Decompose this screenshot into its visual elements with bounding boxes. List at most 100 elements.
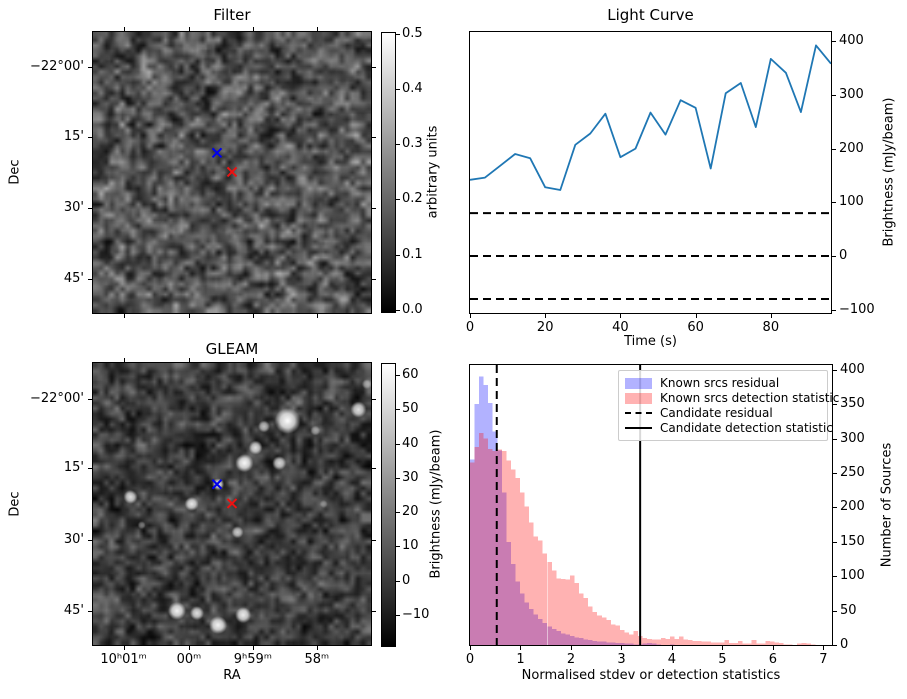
legend-item-candidate-detection: Candidate detection statistic bbox=[625, 421, 833, 435]
gleam-x-tick-label: 00ᵐ bbox=[176, 652, 202, 667]
colorbar-tick-label: 0 bbox=[402, 572, 411, 588]
gleam-xlabel: RA bbox=[223, 668, 241, 683]
filter-title: Filter bbox=[213, 6, 251, 24]
gleam-colorbar bbox=[381, 363, 396, 647]
legend-item-known-srcs-residual: Known srcs residual bbox=[625, 376, 821, 390]
light-curve-axes bbox=[469, 31, 832, 314]
dec-tick-label: 45' bbox=[63, 602, 84, 618]
tick-mark bbox=[88, 208, 92, 210]
tick-mark bbox=[833, 645, 837, 646]
hist-y-tick-label: 50 bbox=[840, 602, 857, 618]
gleam-ylabel: Dec bbox=[7, 491, 23, 517]
lc-x-tick-label: 20 bbox=[536, 320, 554, 335]
tick-mark bbox=[252, 27, 254, 31]
tick-mark bbox=[88, 398, 92, 400]
tick-mark bbox=[396, 443, 400, 445]
colorbar-tick-label: 60 bbox=[402, 366, 419, 382]
histogram-xlabel: Normalised stdev or detection statistics bbox=[521, 668, 781, 683]
tick-mark bbox=[88, 137, 92, 139]
gleam-x-tick-label: 58ᵐ bbox=[304, 652, 330, 667]
tick-mark bbox=[832, 41, 836, 43]
lc-x-tick-label: 0 bbox=[465, 320, 475, 335]
tick-mark bbox=[316, 646, 318, 650]
tick-mark bbox=[188, 358, 190, 362]
tick-mark bbox=[372, 208, 376, 210]
hist-x-tick-label: 4 bbox=[667, 652, 677, 667]
legend-label: Known srcs detection statistic bbox=[660, 391, 840, 405]
dec-tick-label: −22°00' bbox=[29, 390, 84, 406]
tick-mark bbox=[372, 539, 376, 541]
tick-mark bbox=[188, 646, 190, 650]
tick-mark bbox=[252, 358, 254, 362]
dec-tick-label: 30' bbox=[63, 531, 84, 547]
lc-y-tick-label: 0 bbox=[839, 248, 848, 264]
lc-y-tick-label: 400 bbox=[839, 33, 864, 49]
tick-mark bbox=[396, 614, 400, 616]
tick-mark bbox=[833, 438, 837, 440]
gleam-x-tick-label: 9ʰ59ᵐ bbox=[233, 652, 272, 667]
tick-mark bbox=[396, 546, 400, 548]
tick-mark bbox=[832, 94, 836, 96]
colorbar-tick-label: 0.2 bbox=[402, 191, 423, 207]
tick-mark bbox=[396, 199, 400, 201]
tick-mark bbox=[520, 646, 522, 650]
tick-mark bbox=[396, 512, 400, 514]
tick-mark bbox=[123, 314, 125, 318]
legend-label: Candidate residual bbox=[660, 406, 773, 420]
red-cross-marker bbox=[226, 498, 238, 509]
blue-patch-swatch bbox=[625, 377, 652, 389]
red-patch-swatch bbox=[625, 392, 652, 404]
tick-mark bbox=[620, 314, 622, 318]
hist-x-tick-label: 7 bbox=[819, 652, 828, 667]
lc-y-tick-label: 300 bbox=[839, 86, 864, 102]
tick-mark bbox=[833, 576, 837, 578]
tick-mark bbox=[833, 541, 837, 543]
tick-mark bbox=[832, 148, 836, 150]
tick-mark bbox=[832, 309, 836, 311]
hist-y-tick-label: 400 bbox=[840, 361, 865, 377]
blue-cross-marker bbox=[211, 479, 223, 490]
tick-mark bbox=[832, 256, 836, 258]
tick-mark bbox=[671, 646, 673, 650]
tick-mark bbox=[88, 468, 92, 470]
light-curve-line bbox=[470, 44, 831, 191]
tick-mark bbox=[832, 202, 836, 204]
tick-mark bbox=[372, 610, 376, 612]
gleam-x-tick-label: 10ʰ01ᵐ bbox=[100, 652, 147, 667]
gleam-markers-overlay bbox=[211, 479, 238, 509]
dec-tick-label: 15' bbox=[63, 460, 84, 476]
tick-mark bbox=[123, 358, 125, 362]
dec-tick-label: 15' bbox=[63, 129, 84, 145]
tick-mark bbox=[833, 473, 837, 474]
histogram-series bbox=[470, 433, 816, 645]
tick-mark bbox=[545, 314, 547, 318]
lc-x-tick-label: 60 bbox=[687, 320, 704, 335]
hist-x-tick-label: 2 bbox=[566, 652, 576, 667]
tick-mark bbox=[372, 278, 376, 280]
tick-mark bbox=[88, 67, 92, 69]
tick-mark bbox=[621, 646, 623, 650]
dec-tick-label: −22°00' bbox=[29, 59, 84, 75]
hist-y-tick-label: 100 bbox=[840, 568, 865, 584]
lc-y-tick-label: −100 bbox=[839, 301, 875, 317]
gleam-image-axes bbox=[92, 362, 372, 646]
tick-mark bbox=[833, 507, 837, 509]
tick-mark bbox=[396, 374, 400, 376]
tick-mark bbox=[396, 580, 400, 582]
tick-mark bbox=[396, 309, 400, 311]
colorbar-tick-label: 0.1 bbox=[402, 246, 423, 262]
colorbar-tick-label: 20 bbox=[402, 504, 419, 520]
tick-mark bbox=[372, 67, 376, 69]
legend-item-known-srcs-detection: Known srcs detection statistic bbox=[625, 391, 839, 405]
colorbar-tick-label: 0.0 bbox=[402, 301, 423, 317]
tick-mark bbox=[252, 314, 254, 318]
dashed-line-swatch bbox=[625, 412, 652, 414]
legend-label: Candidate detection statistic bbox=[660, 421, 833, 435]
colorbar-tick-label: 40 bbox=[402, 435, 419, 451]
tick-mark bbox=[470, 646, 471, 650]
tick-mark bbox=[833, 369, 837, 371]
tick-mark bbox=[396, 477, 400, 479]
lc-y-tick-label: 200 bbox=[839, 140, 864, 156]
tick-mark bbox=[695, 314, 697, 318]
tick-mark bbox=[396, 88, 400, 90]
